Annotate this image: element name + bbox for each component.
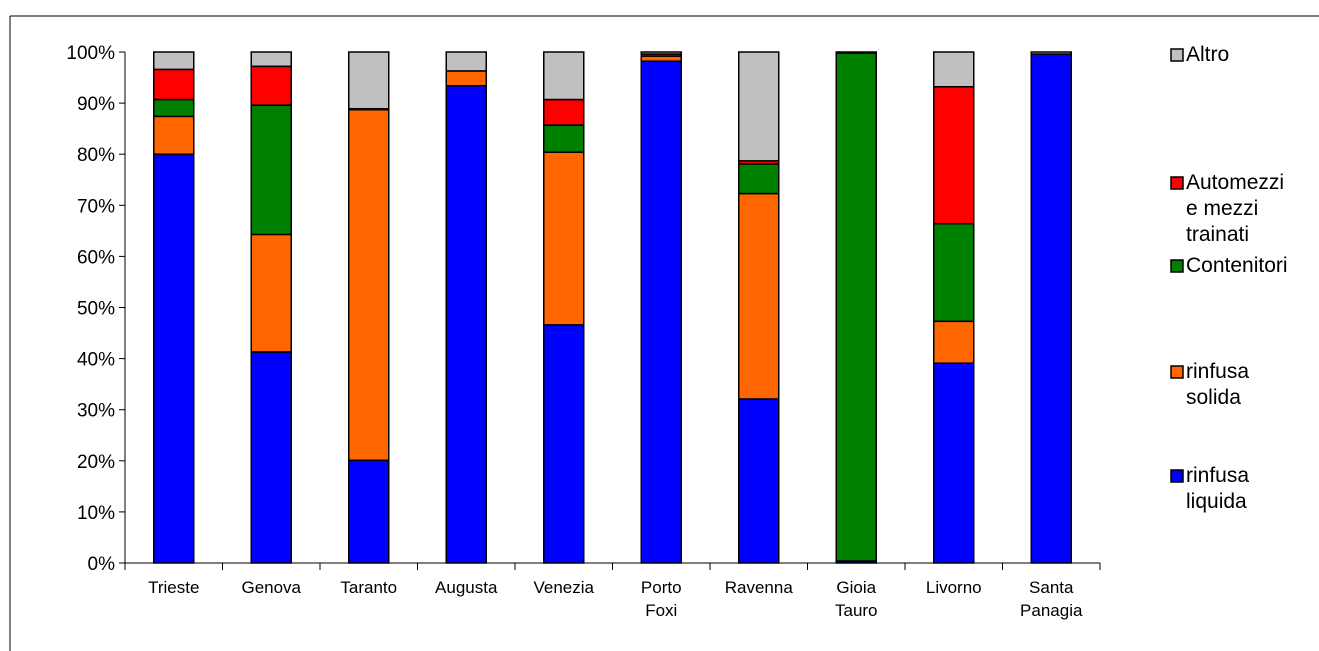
bar-segment [153,153,195,564]
y-tick-label: 50% [77,299,115,320]
legend-label: rinfusa liquida [1186,464,1249,513]
bar-segment [738,163,780,195]
x-category-label-line: Foxi [645,601,677,620]
bar-segment [348,108,390,462]
x-category-label-line: Livorno [926,578,982,597]
x-category-label: Taranto [340,578,397,597]
bar-segment [738,51,780,162]
y-tick-label: 20% [77,452,115,473]
bar-segment [153,115,195,155]
x-category-label: Ravenna [725,578,794,597]
x-category-label-line: Santa [1029,578,1074,597]
legend-label: Automezzi e mezzi trainati [1186,171,1284,246]
x-category-label-line: Gioia [836,578,876,597]
legend-label: Altro [1186,43,1229,66]
bar-segment [250,351,292,564]
y-tick-label: 30% [77,401,115,422]
x-category-label-line: Venezia [534,578,595,597]
bar-segment [250,104,292,236]
y-tick-label: 0% [88,554,116,575]
x-category-label-line: Genova [241,578,301,597]
legend-label: rinfusa solida [1186,360,1249,409]
bar-segment [445,70,487,87]
legend-swatch [1170,469,1184,483]
bar-segment [933,222,975,323]
bar-segment [933,362,975,564]
y-tick-label: 100% [66,43,115,64]
legend: Altro Automezzi e mezzi trainati Contenitori… [1170,43,1288,513]
x-category-label: Augusta [435,578,498,597]
x-category-label: Livorno [926,578,982,597]
bar-segment [543,51,585,101]
y-axis: 0% 10% 20% 30% 40% 50% 60% 70% 80% 90% 100% [66,43,126,575]
x-category-label-line: Ravenna [725,578,794,597]
x-category-label-line: Trieste [148,578,199,597]
bar-segment [445,51,487,72]
bar-segment [933,320,975,364]
x-category-label: Genova [241,578,301,597]
legend-label-line: trainati [1186,223,1249,246]
legend-swatch [1170,176,1184,190]
legend-label-line: e mezzi [1186,197,1258,220]
bar-segment [153,68,195,101]
bar-segment [250,233,292,353]
x-category-label: Trieste [148,578,199,597]
legend-label-line: Contenitori [1186,254,1288,277]
bar-segment [153,51,195,71]
bar-segment [348,459,390,564]
x-axis: Trieste Genova Taranto Augusta Venezia Porto F… [124,562,1101,620]
y-tick-label: 70% [77,196,115,217]
y-tick-label: 80% [77,145,115,166]
x-category-label-line: Panagia [1020,601,1083,620]
bar-segment [543,98,585,126]
legend-swatch [1170,365,1184,379]
bar-segment [835,52,877,562]
bar-segment [543,151,585,326]
bar-segment [640,51,682,55]
legend-label-line: solida [1186,386,1241,409]
bar-segment [738,398,780,564]
y-tick-label: 60% [77,247,115,268]
legend-swatch [1170,48,1184,62]
x-category-label: Porto Foxi [641,578,682,620]
x-category-label: Gioia Tauro [835,578,878,620]
bar-segment [250,65,292,106]
x-category-label: Venezia [534,578,595,597]
bar-segment [445,84,487,564]
legend-label-line: Automezzi [1186,171,1284,194]
bar-segment [250,51,292,68]
bar-segment [640,55,682,62]
legend-label-line: Altro [1186,43,1229,66]
legend-swatch [1170,259,1184,273]
legend-label-line: rinfusa [1186,360,1249,383]
legend-label: Contenitori [1186,254,1288,277]
bar-segment [738,192,780,400]
x-category-label-line: Tauro [835,601,878,620]
bar-segment [543,324,585,564]
y-tick-label: 10% [77,503,115,524]
x-category-label-line: Taranto [340,578,397,597]
x-category-label-line: Porto [641,578,682,597]
bar-segment [933,51,975,88]
legend-label-line: rinfusa [1186,464,1249,487]
bar-segment [153,98,195,118]
y-tick-label: 40% [77,350,115,371]
bar-segment [543,124,585,153]
x-category-label: Santa Panagia [1020,578,1083,620]
bar-segment [933,85,975,225]
bar-segment [348,51,390,110]
bars [153,51,1072,564]
bar-segment [640,60,682,564]
bar-segment [1030,53,1072,564]
y-tick-label: 90% [77,94,115,115]
legend-label-line: liquida [1186,490,1247,513]
bar-segment [835,51,877,54]
x-category-label-line: Augusta [435,578,498,597]
bar-segment [1030,51,1072,55]
